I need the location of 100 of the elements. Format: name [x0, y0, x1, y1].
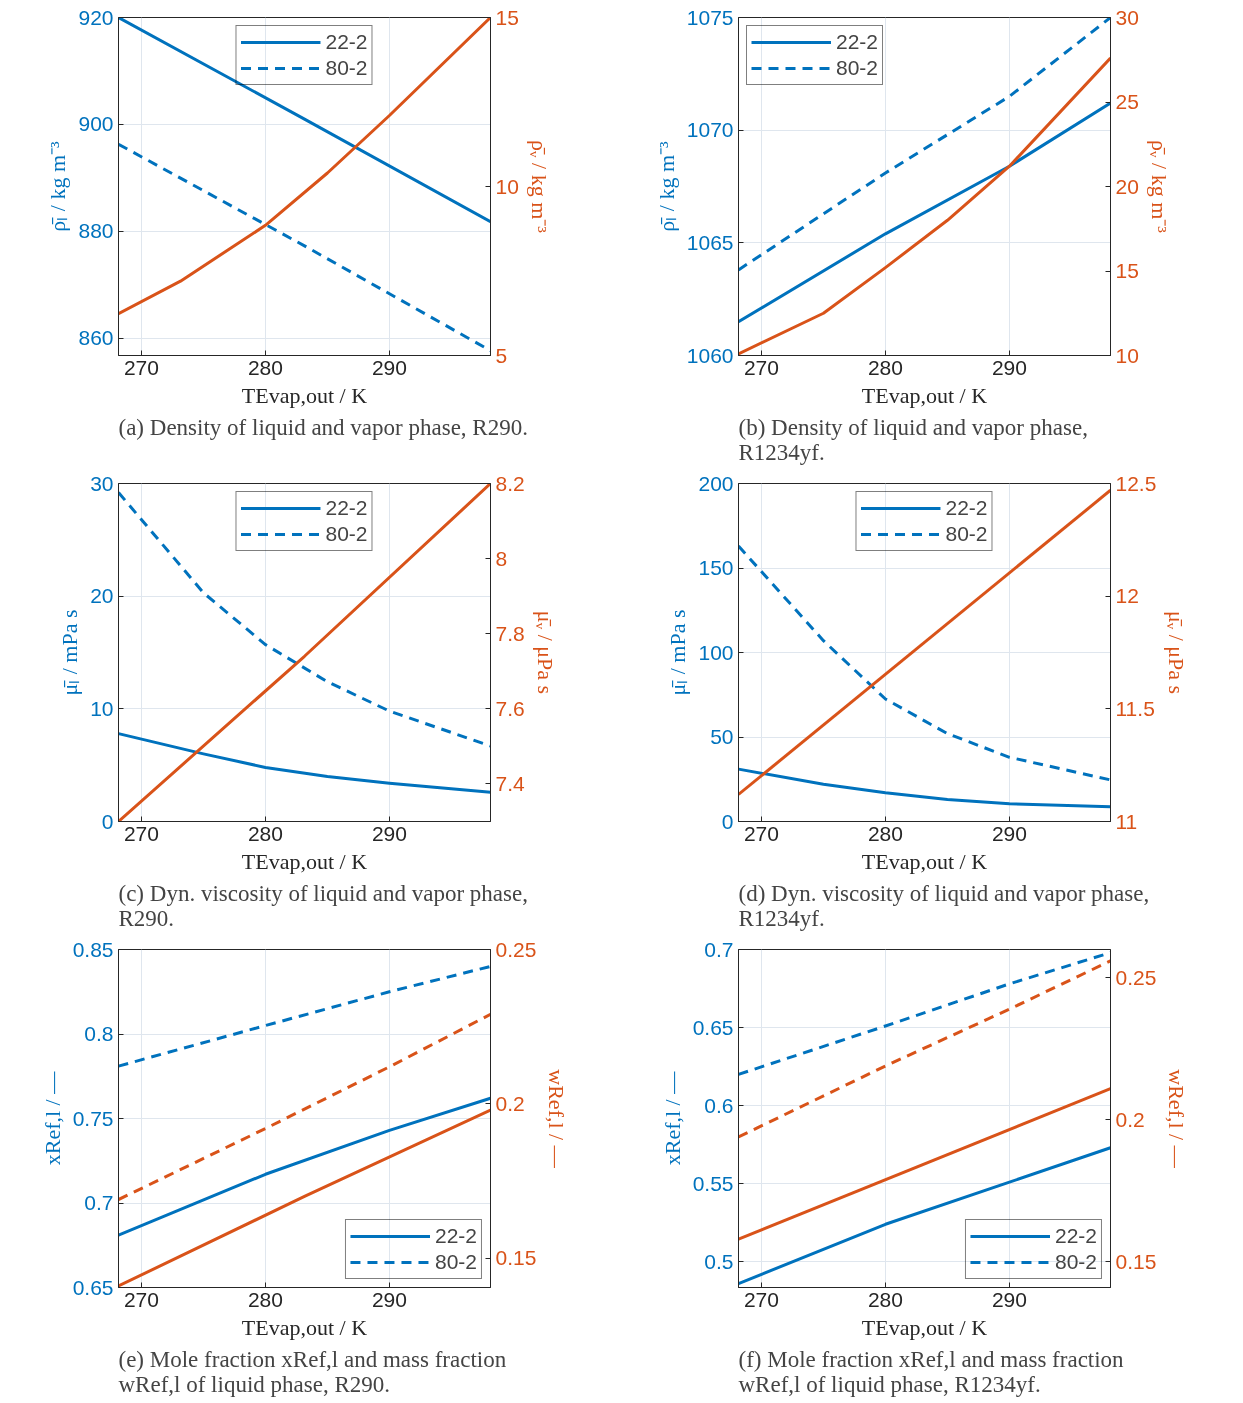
y2-tick-label: 5: [495, 343, 508, 367]
y2-axis-title: μ̄ᵥ / μPa s: [532, 610, 558, 695]
x-tick-label: 290: [991, 355, 1027, 379]
y2-tick-label: 15: [1115, 259, 1139, 282]
y2-tick-label: 10: [495, 174, 519, 198]
y-axis-title: xRef,l / —: [659, 1070, 685, 1166]
y-tick-label: 1065: [686, 230, 734, 254]
y-tick-label: 0.6: [704, 1093, 734, 1117]
legend-label: 22-2: [325, 30, 368, 54]
y2-axis-title: wRef,l / —: [1164, 1069, 1190, 1169]
y-tick-label: 200: [698, 471, 734, 495]
legend-label: 22-2: [1054, 1224, 1097, 1248]
x-tick-label: 290: [371, 821, 407, 845]
x-axis-title: TEvap,out / K: [861, 382, 988, 408]
y-axis-title: ρ̄ₗ / kg m⁻³: [653, 140, 679, 232]
x-axis-title: TEvap,out / K: [241, 848, 368, 874]
y2-tick-label: 7.6: [495, 696, 525, 720]
legend-label: 22-2: [325, 496, 368, 520]
text: (c) Dyn. viscosity of liquid and vapor phase, R290.: [118, 880, 528, 931]
legend-label: 22-2: [434, 1224, 477, 1248]
y-axis-title: xRef,l / —: [39, 1070, 65, 1166]
legend-label: 22-2: [836, 30, 879, 54]
legend-label: 80-2: [945, 522, 988, 546]
y-tick-label: 0.65: [692, 1015, 734, 1039]
x-tick-label: 280: [867, 821, 903, 845]
x-tick-label: 280: [247, 355, 283, 379]
y-tick-label: 0.65: [72, 1275, 114, 1299]
y2-axis-title: wRef,l / —: [544, 1069, 570, 1169]
text: (f) Mole fraction xRef,l and mass fraction wRef,l of liquid phase, R1234yf.: [738, 1346, 1125, 1397]
y-tick-label: 0.5: [704, 1249, 734, 1273]
x-axis-title: TEvap,out / K: [861, 848, 988, 874]
x-tick-label: 270: [123, 1287, 159, 1311]
legend-label: 80-2: [325, 56, 368, 80]
y-tick-label: 0: [721, 809, 734, 833]
y2-axis-title: μ̄ᵥ / μPa s: [1164, 610, 1190, 695]
y2-tick-label: 0.15: [495, 1246, 537, 1270]
x-tick-label: 280: [247, 1287, 283, 1311]
y-tick-label: 1060: [686, 343, 734, 367]
y-tick-label: 0.55: [692, 1171, 734, 1195]
y2-tick-label: 25: [1115, 90, 1139, 113]
x-tick-label: 280: [867, 355, 903, 379]
y-tick-label: 1070: [686, 118, 734, 142]
x-tick-label: 290: [371, 355, 407, 379]
y-tick-label: 0.7: [84, 1191, 114, 1214]
y2-tick-label: 20: [1115, 174, 1139, 198]
y-tick-label: 880: [78, 219, 114, 243]
y2-tick-label: 0.25: [495, 937, 537, 961]
y-tick-label: 10: [90, 696, 114, 720]
y-tick-label: 30: [90, 471, 114, 495]
legend-label: 22-2: [945, 496, 988, 520]
y2-axis-title: ρ̄ᵥ / kg m⁻³: [1146, 140, 1172, 234]
y2-tick-label: 12.5: [1115, 471, 1157, 495]
text: (a) Density of liquid and vapor phase, R290.: [118, 414, 528, 440]
y-tick-label: 860: [78, 326, 114, 350]
legend-label: 80-2: [325, 522, 368, 546]
x-axis-title: TEvap,out / K: [861, 1314, 988, 1340]
x-axis-title: TEvap,out / K: [241, 382, 368, 408]
x-tick-label: 290: [371, 1287, 407, 1311]
y-tick-label: 20: [90, 584, 114, 608]
text: (d) Dyn. viscosity of liquid and vapor phase, R1234yf.: [738, 880, 1150, 931]
legend-label: 80-2: [434, 1250, 477, 1274]
y2-tick-label: 0.2: [1115, 1107, 1145, 1131]
y-tick-label: 920: [78, 5, 114, 29]
x-tick-label: 280: [247, 821, 283, 845]
y-tick-label: 1075: [686, 5, 734, 29]
legend-label: 80-2: [836, 56, 879, 80]
text: (b) Density of liquid and vapor phase, R1234yf.: [738, 414, 1088, 465]
x-tick-label: 270: [123, 355, 159, 379]
y2-axis-title: ρ̄ᵥ / kg m⁻³: [526, 140, 552, 234]
x-tick-label: 290: [991, 821, 1027, 845]
y-tick-label: 0.7: [704, 937, 734, 961]
y2-tick-label: 7.8: [495, 621, 525, 645]
y-tick-label: 100: [698, 640, 734, 664]
y-tick-label: 0.75: [72, 1106, 114, 1130]
x-tick-label: 290: [991, 1287, 1027, 1311]
y2-tick-label: 15: [495, 5, 519, 29]
y-axis-title: ρ̄ₗ / kg m⁻³: [45, 140, 71, 232]
y2-tick-label: 0.15: [1115, 1249, 1157, 1273]
x-tick-label: 270: [743, 821, 779, 845]
y-tick-label: 50: [710, 725, 734, 748]
text: (e) Mole fraction xRef,l and mass fraction wRef,l of liquid phase, R290.: [118, 1346, 507, 1397]
y2-tick-label: 30: [1115, 5, 1139, 29]
y2-tick-label: 8: [495, 546, 508, 570]
x-tick-label: 270: [743, 1287, 779, 1311]
y2-tick-label: 7.4: [495, 771, 526, 795]
y-tick-label: 0.8: [84, 1022, 114, 1045]
y-axis-title: μ̄ₗ / mPa s: [665, 609, 691, 696]
y2-tick-label: 8.2: [495, 471, 525, 495]
x-tick-label: 270: [743, 355, 779, 379]
y-tick-label: 0: [101, 809, 114, 833]
y2-tick-label: 10: [1115, 343, 1139, 367]
x-tick-label: 280: [867, 1287, 903, 1311]
y-tick-label: 150: [698, 556, 734, 579]
y2-tick-label: 0.2: [495, 1091, 525, 1115]
y2-tick-label: 0.25: [1115, 965, 1157, 989]
y-axis-title: μ̄ₗ / mPa s: [57, 609, 83, 696]
legend-label: 80-2: [1054, 1250, 1097, 1274]
y2-tick-label: 11: [1115, 809, 1138, 833]
y-tick-label: 0.85: [72, 937, 114, 961]
y2-tick-label: 12: [1115, 584, 1139, 608]
